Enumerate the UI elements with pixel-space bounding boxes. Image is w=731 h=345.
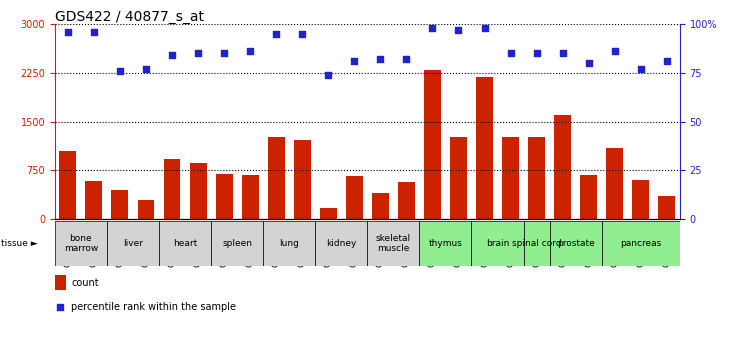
Point: [479, 25, 491, 31]
Bar: [528, 137, 545, 219]
Bar: [346, 176, 363, 219]
Point: [609, 49, 621, 54]
Text: tissue ►: tissue ►: [1, 239, 37, 248]
Bar: [632, 180, 649, 219]
Bar: [211, 221, 263, 266]
Text: skeletal
muscle: skeletal muscle: [376, 234, 411, 253]
Bar: [263, 221, 315, 266]
Point: [427, 25, 439, 31]
Bar: [471, 221, 523, 266]
Text: lung: lung: [279, 239, 299, 248]
Text: heart: heart: [173, 239, 197, 248]
Bar: [137, 199, 154, 219]
Text: bone
marrow: bone marrow: [64, 234, 98, 253]
Bar: [554, 115, 571, 219]
Point: [114, 68, 126, 74]
Bar: [216, 174, 232, 219]
Point: [557, 51, 569, 56]
Text: GDS422 / 40877_s_at: GDS422 / 40877_s_at: [55, 10, 204, 24]
Bar: [164, 159, 181, 219]
Bar: [319, 208, 337, 219]
Point: [583, 60, 594, 66]
Point: [55, 304, 67, 309]
Point: [88, 29, 99, 35]
Bar: [659, 196, 675, 219]
Point: [244, 49, 256, 54]
Text: pancreas: pancreas: [620, 239, 662, 248]
Point: [531, 51, 542, 56]
Bar: [86, 181, 102, 219]
Bar: [107, 221, 159, 266]
Point: [62, 29, 74, 35]
Text: thymus: thymus: [428, 239, 463, 248]
Bar: [523, 221, 550, 266]
Bar: [59, 151, 76, 219]
Bar: [268, 137, 284, 219]
Point: [452, 27, 464, 33]
Bar: [580, 175, 597, 219]
Bar: [189, 162, 207, 219]
Bar: [55, 221, 107, 266]
Text: percentile rank within the sample: percentile rank within the sample: [71, 302, 236, 312]
Bar: [550, 221, 602, 266]
Bar: [372, 193, 389, 219]
Point: [166, 52, 178, 58]
Bar: [55, 275, 66, 290]
Text: liver: liver: [123, 239, 143, 248]
Point: [635, 66, 647, 72]
Point: [192, 51, 204, 56]
Bar: [476, 77, 493, 219]
Bar: [111, 190, 129, 219]
Point: [401, 57, 412, 62]
Bar: [242, 175, 259, 219]
Bar: [602, 221, 680, 266]
Text: count: count: [71, 278, 99, 288]
Bar: [420, 221, 471, 266]
Bar: [450, 137, 467, 219]
Bar: [159, 221, 211, 266]
Point: [322, 72, 334, 78]
Text: prostate: prostate: [557, 239, 594, 248]
Text: spleen: spleen: [222, 239, 252, 248]
Bar: [294, 140, 311, 219]
Point: [270, 31, 282, 37]
Bar: [424, 70, 441, 219]
Bar: [315, 221, 367, 266]
Text: kidney: kidney: [326, 239, 357, 248]
Bar: [502, 137, 519, 219]
Point: [661, 58, 673, 64]
Point: [296, 31, 308, 37]
Text: brain: brain: [486, 239, 510, 248]
Point: [504, 51, 516, 56]
Bar: [367, 221, 420, 266]
Point: [140, 66, 152, 72]
Point: [349, 58, 360, 64]
Text: spinal cord: spinal cord: [512, 239, 561, 248]
Bar: [398, 182, 415, 219]
Point: [374, 57, 386, 62]
Point: [219, 51, 230, 56]
Bar: [606, 148, 624, 219]
